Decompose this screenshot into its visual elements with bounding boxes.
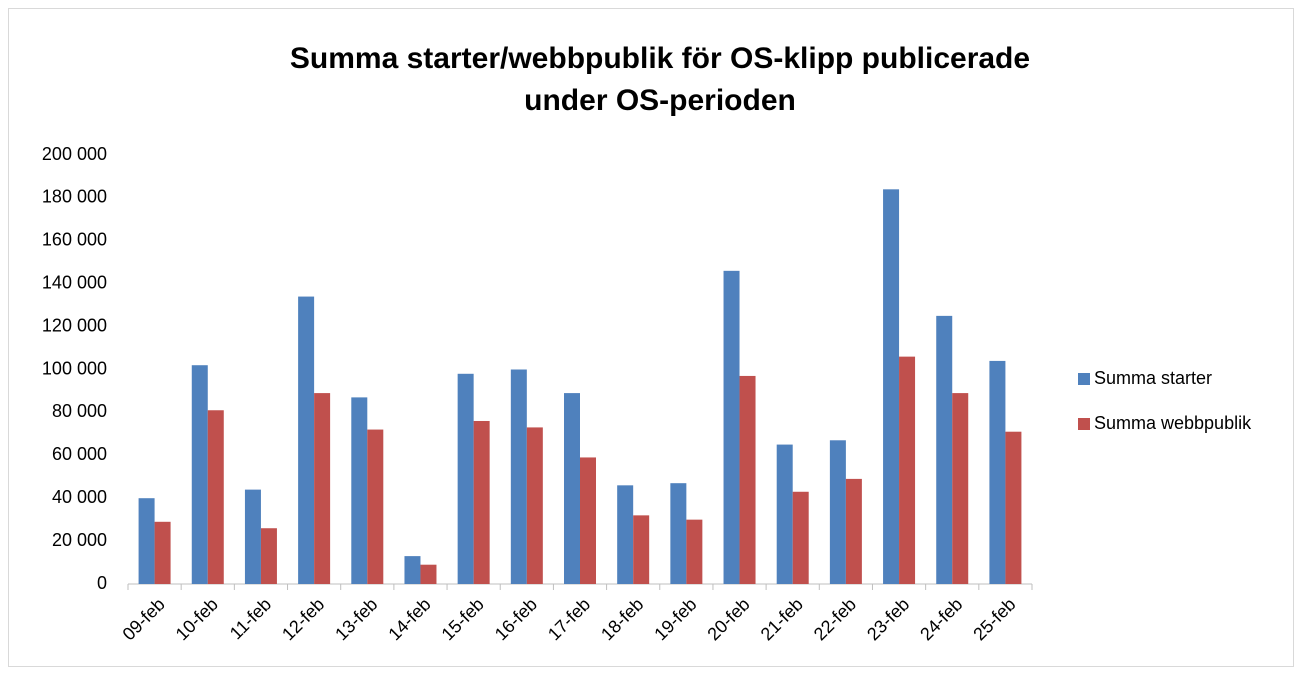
bar: [989, 360, 1006, 584]
bar: [617, 485, 634, 584]
bar: [739, 375, 756, 584]
y-tick-label: 120 000: [42, 315, 107, 335]
bar: [1005, 431, 1022, 584]
bar: [510, 369, 527, 584]
legend-swatch: [1078, 373, 1090, 385]
bar: [526, 427, 543, 584]
bar: [420, 564, 437, 584]
y-tick-label: 60 000: [52, 444, 107, 464]
chart-title: Summa starter/webbpublik för OS-klipp pu…: [290, 42, 1030, 75]
bar: [314, 393, 331, 584]
bar: [776, 444, 793, 584]
bar: [207, 410, 224, 584]
bar: [351, 397, 368, 584]
bar: [686, 519, 703, 584]
bar: [298, 296, 315, 584]
bar: [457, 373, 474, 584]
bar: [792, 491, 809, 584]
bar: [367, 429, 384, 584]
bar: [829, 440, 846, 584]
y-tick-label: 100 000: [42, 358, 107, 378]
bar: [899, 356, 916, 584]
bar: [404, 556, 421, 584]
y-tick-label: 0: [97, 573, 107, 593]
bar: [191, 365, 208, 584]
legend-swatch: [1078, 418, 1090, 430]
bar: [883, 189, 900, 584]
bar: [580, 457, 596, 584]
bar: [564, 393, 580, 584]
bar: [670, 483, 687, 584]
legend-label: Summa webbpublik: [1094, 413, 1252, 433]
legend-label: Summa starter: [1094, 368, 1212, 388]
bar: [936, 315, 953, 584]
bar: [154, 521, 171, 584]
bar: [473, 420, 490, 584]
bar: [633, 515, 650, 584]
y-tick-label: 200 000: [42, 144, 107, 164]
y-tick-label: 180 000: [42, 187, 107, 207]
bar: [723, 270, 740, 584]
y-tick-label: 80 000: [52, 401, 107, 421]
chart-title: under OS-perioden: [524, 84, 796, 117]
y-tick-label: 20 000: [52, 530, 107, 550]
y-tick-label: 160 000: [42, 230, 107, 250]
bar: [845, 478, 862, 584]
y-tick-label: 140 000: [42, 272, 107, 292]
bar: [260, 528, 277, 584]
bar: [244, 489, 261, 584]
bar: [138, 498, 155, 584]
bar: [952, 393, 969, 584]
y-tick-label: 40 000: [52, 487, 107, 507]
